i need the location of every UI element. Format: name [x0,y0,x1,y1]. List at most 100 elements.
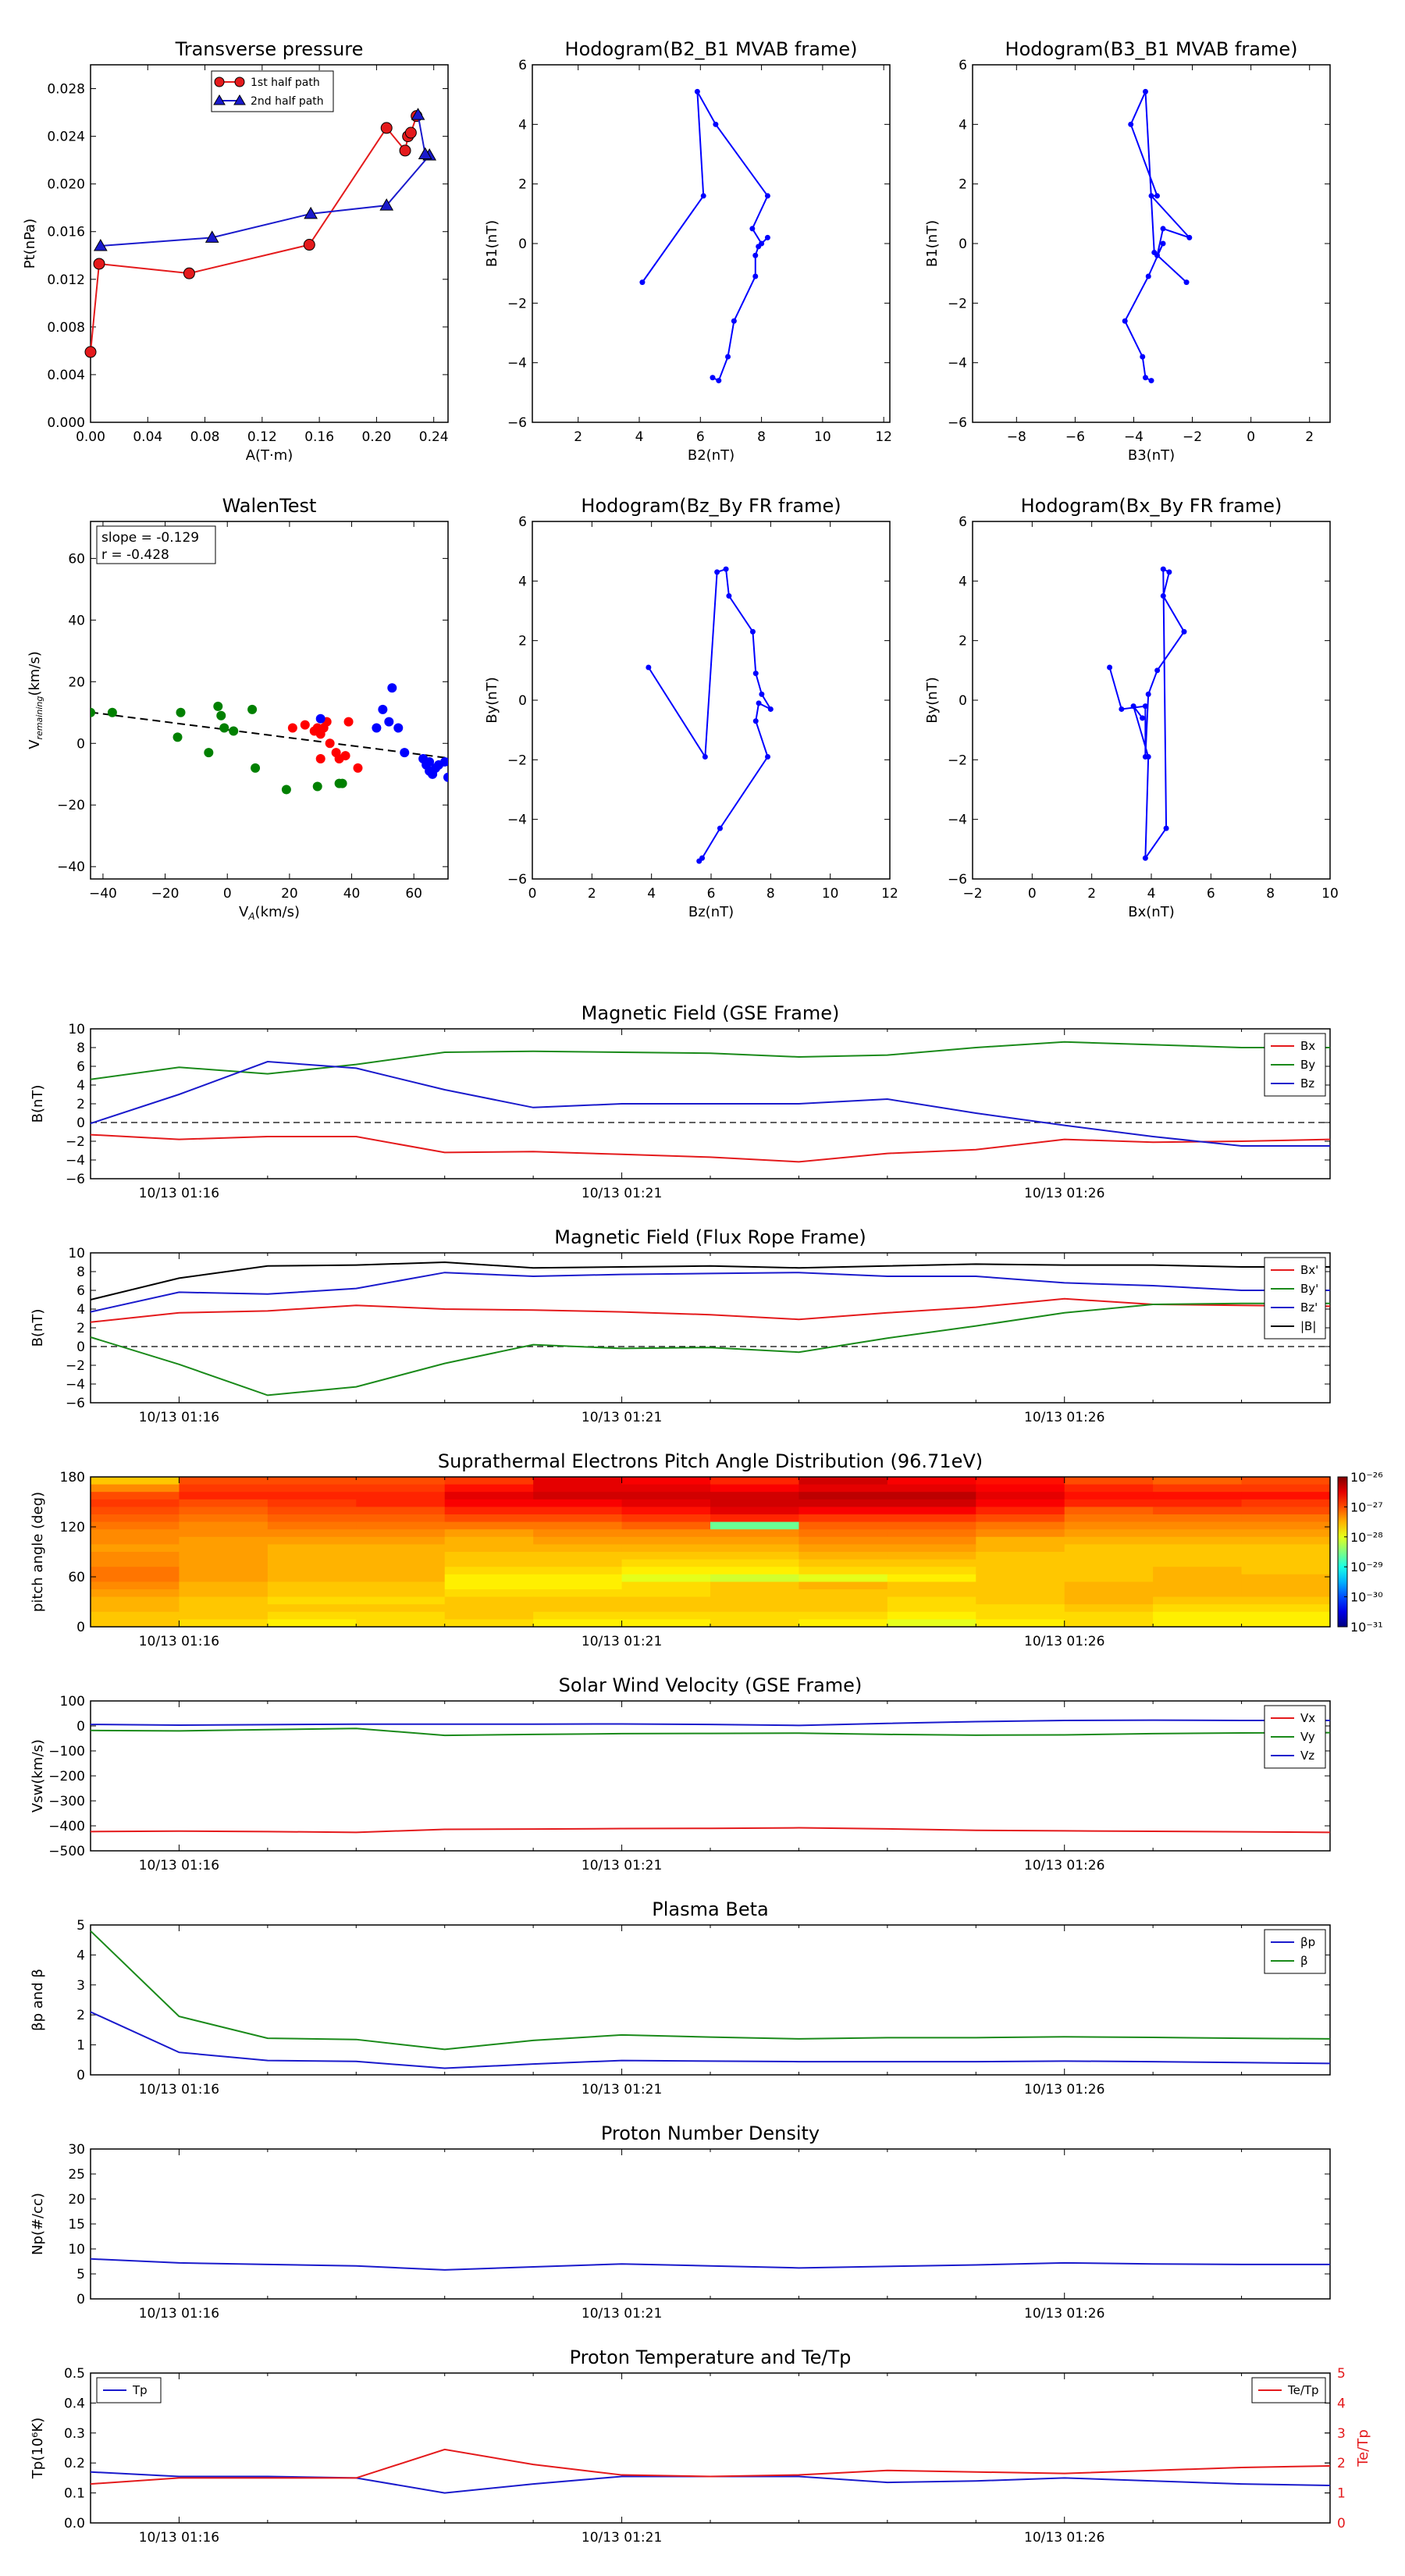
heatmap-cell [799,1582,888,1590]
plot-frame [90,1252,1331,1404]
heatmap-cell [621,1529,711,1538]
ytick-label: −2 [507,296,527,311]
fit-line [91,711,448,760]
hodogram-point [1107,664,1113,671]
heatmap-cell [799,1484,888,1493]
heatmap-cell [1153,1521,1243,1530]
heatmap-cell [533,1619,623,1628]
time-tick-label: 10/13 01:16 [139,2082,219,2097]
heatmap-cell [91,1477,180,1485]
heatmap-cell [356,1559,446,1567]
series-line [90,2471,1331,2494]
heatmap-cell [710,1567,799,1575]
xlabel: VA(km/s) [239,904,300,922]
heatmap-cell [799,1492,888,1500]
heatmap-cell [710,1507,799,1515]
heatmap-cell [1153,1514,1243,1523]
heatmap-cell [267,1484,357,1493]
xtick-label: 2 [574,429,582,445]
heatmap-cell [1241,1521,1331,1530]
scatter-point [384,717,394,727]
ytick-label: 40 [68,613,85,628]
legend-label: Bx' [1300,1263,1318,1277]
legend-box [96,2377,162,2403]
ytick-label: 0.1 [64,2486,85,2502]
plot-frame [90,1924,1331,2076]
chart-walen-test: WalenTest −40 −20 0 20 40 60 −40 −20 0 20 40 60 VA(km… [27,495,449,922]
xtick-label: 4 [635,429,644,445]
xtick-label: 4 [647,886,656,902]
xtick-label: 60 [405,886,422,902]
ytick-label: 8 [76,1041,85,1056]
ytick-label: 1 [76,2038,85,2054]
data-point [304,206,318,219]
heatmap-cell [267,1589,357,1598]
chart-title: WalenTest [222,495,317,517]
ytick-label: 4 [959,117,967,133]
series-line-right [90,2448,1331,2485]
heatmap-cell [1241,1574,1331,1582]
heatmap-cell [533,1492,623,1500]
heatmap-cell [887,1514,976,1523]
heatmap-cell [356,1582,446,1590]
heatmap-cell [799,1567,888,1575]
heatmap-cell [179,1499,269,1507]
heatmap-cell [1153,1574,1243,1582]
heatmap-cell [621,1611,711,1620]
hodogram-point [700,193,706,199]
chart-title: Hodogram(Bz_By FR frame) [581,495,841,517]
heatmap-cell [1241,1514,1331,1523]
xtick-label: 0.00 [76,429,105,445]
ytick-label: 20 [68,674,85,690]
series-line [90,2011,1331,2069]
heatmap-cell [533,1574,623,1582]
heatmap-cell [356,1552,446,1560]
heatmap-cell [91,1559,180,1567]
legend-label: Bx [1300,1039,1315,1053]
heatmap-cell [976,1582,1065,1590]
ytick-label: 4 [959,574,967,589]
data-point [93,258,105,270]
heatmap-cell [356,1536,446,1545]
heatmap-cell [1064,1484,1154,1493]
scatter-point [300,720,310,730]
heatmap-cell [179,1611,269,1620]
heatmap-cell [887,1574,976,1582]
heatmap-cell [1153,1536,1243,1545]
heatmap-cell [444,1521,534,1530]
chart-hodogram-bx-by: Hodogram(Bx_By FR frame) −2 0 2 4 6 8 10 −6 −4 −2 0… [924,495,1339,920]
scatter-point [325,738,335,749]
heatmap-cell [799,1574,888,1582]
heatmap-cell [621,1582,711,1590]
series-line [90,1133,1331,1163]
series-line [90,1719,1330,1727]
heatmap-cell [887,1507,976,1515]
heatmap-cell [179,1552,269,1560]
hodogram-point [710,375,716,381]
time-tick-label: 10/13 01:26 [1024,1858,1104,1873]
xtick-label: 4 [1147,886,1156,902]
heatmap-cell [444,1529,534,1538]
ytick-label: 0 [76,2068,85,2083]
heatmap-cell [533,1521,623,1530]
scatter-point [378,704,388,714]
hodogram-point [639,279,646,286]
heatmap-cell [710,1529,799,1538]
legend-label: βp [1300,1935,1315,1949]
heatmap-cell [356,1589,446,1598]
scatter-point [353,763,363,773]
heatmap-cell [887,1589,976,1598]
ylabel: B(nT) [30,1309,46,1347]
ytick-label: 2 [518,634,527,649]
chart-title: Proton Number Density [601,2122,820,2144]
time-tick-label: 10/13 01:16 [139,1410,219,1425]
heatmap-cell [1064,1619,1154,1628]
time-tick-label: 10/13 01:21 [582,2530,662,2546]
heatmap-cell [1241,1529,1331,1538]
hodogram-point [1160,566,1166,572]
xtick-label: −2 [1183,429,1202,445]
hodogram-point [756,244,762,250]
ytick-label: 0 [76,1340,85,1355]
heatmap-cell [267,1596,357,1605]
ytick-label: 0.016 [47,225,85,240]
